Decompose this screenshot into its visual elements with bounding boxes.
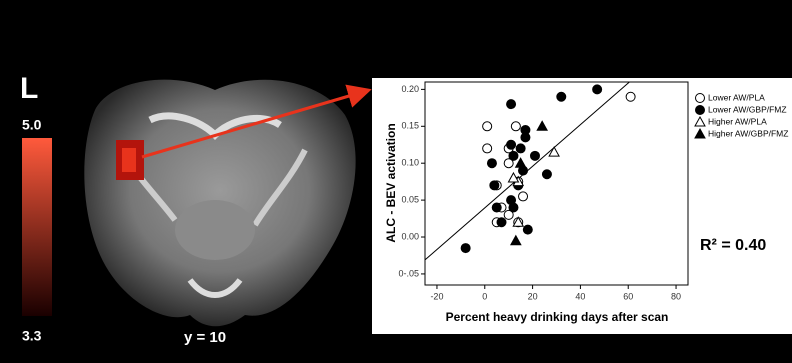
- point: [507, 140, 516, 149]
- y-tick-label: 0.20: [401, 84, 419, 94]
- point: [483, 144, 492, 153]
- y-tick-label: 0.10: [401, 158, 419, 168]
- slice-label: y = 10: [184, 329, 226, 346]
- colorbar-min: 3.3: [22, 328, 42, 344]
- figure: L 5.0 3.3 y = 10 Percent heavy drinking …: [0, 0, 792, 358]
- x-tick-label: 80: [671, 291, 681, 301]
- point: [523, 225, 532, 234]
- point: [461, 244, 470, 253]
- legend-marker: [696, 106, 705, 115]
- point: [519, 192, 528, 201]
- x-tick-label: 20: [528, 291, 538, 301]
- colorbar: [22, 138, 52, 316]
- colorbar-max: 5.0: [22, 117, 42, 133]
- point: [507, 100, 516, 109]
- point: [509, 151, 518, 160]
- panel-label: L: [20, 72, 38, 105]
- legend-label: Higher AW/PLA: [708, 116, 767, 126]
- activation-cluster-core: [122, 148, 136, 172]
- x-tick-label: 60: [623, 291, 633, 301]
- point: [507, 196, 516, 205]
- point: [483, 122, 492, 131]
- legend-marker: [696, 94, 705, 103]
- legend-label: Lower AW/GBP/FMZ: [708, 104, 787, 114]
- y-tick-label: 0.15: [401, 121, 419, 131]
- x-tick-label: 40: [575, 291, 585, 301]
- point: [511, 122, 520, 131]
- point: [492, 203, 501, 212]
- y-tick-label: 0-.05: [398, 268, 419, 278]
- x-axis-title: Percent heavy drinking days after scan: [446, 310, 669, 324]
- page: {"chart_data":{"type":"scatter", "xlabel…: [0, 0, 792, 363]
- point: [593, 85, 602, 94]
- point: [530, 151, 539, 160]
- x-tick-label: -20: [430, 291, 443, 301]
- point: [516, 144, 525, 153]
- legend-label: Higher AW/GBP/FMZ: [708, 128, 788, 138]
- point: [542, 170, 551, 179]
- legend-label: Lower AW/PLA: [708, 92, 765, 102]
- r-squared: R² = 0.40: [700, 237, 766, 254]
- point: [557, 92, 566, 101]
- y-tick-label: 0.05: [401, 194, 419, 204]
- y-axis-title: ALC - BEV activation: [384, 123, 398, 242]
- point: [487, 159, 496, 168]
- point: [626, 92, 635, 101]
- y-tick-label: 0.00: [401, 231, 419, 241]
- x-tick-label: 0: [482, 291, 487, 301]
- point: [521, 133, 530, 142]
- point: [497, 218, 506, 227]
- point: [490, 181, 499, 190]
